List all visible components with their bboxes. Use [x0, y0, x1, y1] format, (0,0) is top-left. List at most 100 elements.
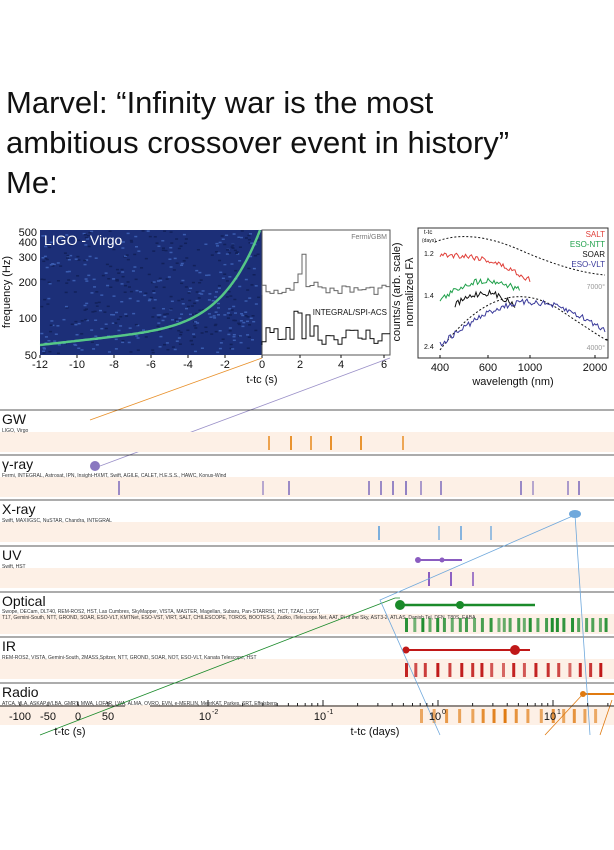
observation [360, 436, 362, 450]
noise [246, 316, 250, 318]
observation [589, 663, 593, 677]
noise [84, 233, 88, 236]
noise [73, 291, 77, 293]
noise [103, 311, 107, 313]
noise [213, 317, 217, 319]
noise [226, 249, 230, 251]
observation [436, 618, 440, 632]
observation [502, 618, 506, 632]
noise [247, 238, 251, 241]
noise [246, 334, 250, 336]
noise [169, 231, 173, 233]
noise [114, 348, 118, 350]
noise [58, 241, 62, 244]
noise [245, 320, 249, 323]
observation [378, 526, 380, 540]
noise [204, 331, 208, 333]
x-tick: -50 [40, 711, 56, 723]
noise [153, 299, 157, 301]
noise [180, 313, 184, 315]
band-strip [0, 522, 614, 542]
noise [231, 244, 235, 246]
noise [43, 255, 47, 258]
noise [234, 269, 238, 272]
observation [572, 709, 576, 723]
noise [136, 324, 140, 327]
band-name: Optical [2, 593, 46, 609]
observation [290, 436, 292, 450]
noise [195, 269, 199, 272]
noise [144, 292, 148, 294]
y-tick: 200 [19, 277, 37, 289]
observation [577, 618, 581, 632]
noise [76, 275, 80, 277]
noise [158, 346, 162, 348]
noise [47, 281, 51, 284]
noise [235, 251, 239, 253]
noise [177, 247, 181, 250]
noise [163, 316, 167, 318]
time-label: t-tc [424, 230, 432, 236]
observation [501, 663, 505, 677]
noise [121, 271, 125, 273]
noise [198, 281, 202, 284]
observation [460, 526, 462, 540]
band-name: GW [2, 411, 27, 427]
noise [93, 286, 97, 288]
noise [150, 281, 154, 284]
noise [252, 274, 256, 276]
x-tick: 10 [544, 711, 556, 723]
noise [95, 305, 99, 307]
noise [112, 248, 116, 251]
observation [450, 572, 452, 586]
noise [112, 278, 116, 280]
noise [159, 335, 163, 338]
noise [188, 299, 192, 302]
noise [214, 311, 218, 313]
noise [241, 325, 245, 328]
noise [254, 303, 258, 305]
noise [180, 282, 184, 285]
zoom-line [544, 693, 584, 736]
observation [436, 663, 440, 677]
noise [132, 312, 136, 315]
noise [165, 342, 169, 344]
observation [551, 709, 555, 723]
x-tick: -2 [220, 359, 230, 371]
noise [109, 265, 113, 268]
noise [209, 316, 213, 318]
noise [63, 252, 67, 254]
noise [170, 242, 174, 244]
band-strip [0, 659, 614, 679]
noise [90, 292, 94, 294]
noise [233, 319, 237, 322]
noise [220, 235, 224, 237]
noise [240, 230, 244, 232]
noise [181, 279, 185, 282]
noise [126, 281, 130, 283]
noise [201, 290, 205, 292]
noise [242, 321, 246, 324]
noise [193, 324, 197, 327]
noise [120, 268, 124, 271]
observation [423, 663, 427, 677]
noise [214, 291, 218, 293]
noise [100, 294, 104, 296]
noise [120, 283, 124, 285]
noise [232, 233, 236, 235]
observation [471, 663, 475, 677]
noise [107, 351, 111, 353]
zoom-line [39, 597, 400, 736]
noise [232, 339, 236, 342]
noise [233, 312, 237, 314]
noise [161, 319, 165, 322]
noise [225, 234, 229, 237]
noise [61, 235, 65, 237]
noise [238, 335, 242, 337]
noise [41, 257, 45, 259]
noise [52, 263, 56, 266]
noise [176, 320, 180, 323]
noise [223, 314, 227, 316]
noise [153, 236, 157, 238]
